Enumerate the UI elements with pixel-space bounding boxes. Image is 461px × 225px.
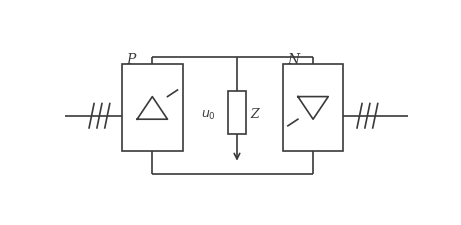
Bar [283,65,343,152]
Text: $u_0$: $u_0$ [201,109,216,122]
Bar [122,65,183,152]
Bar [228,92,246,134]
Text: N: N [287,52,299,66]
Text: P: P [126,52,136,66]
Text: Z: Z [251,108,259,121]
